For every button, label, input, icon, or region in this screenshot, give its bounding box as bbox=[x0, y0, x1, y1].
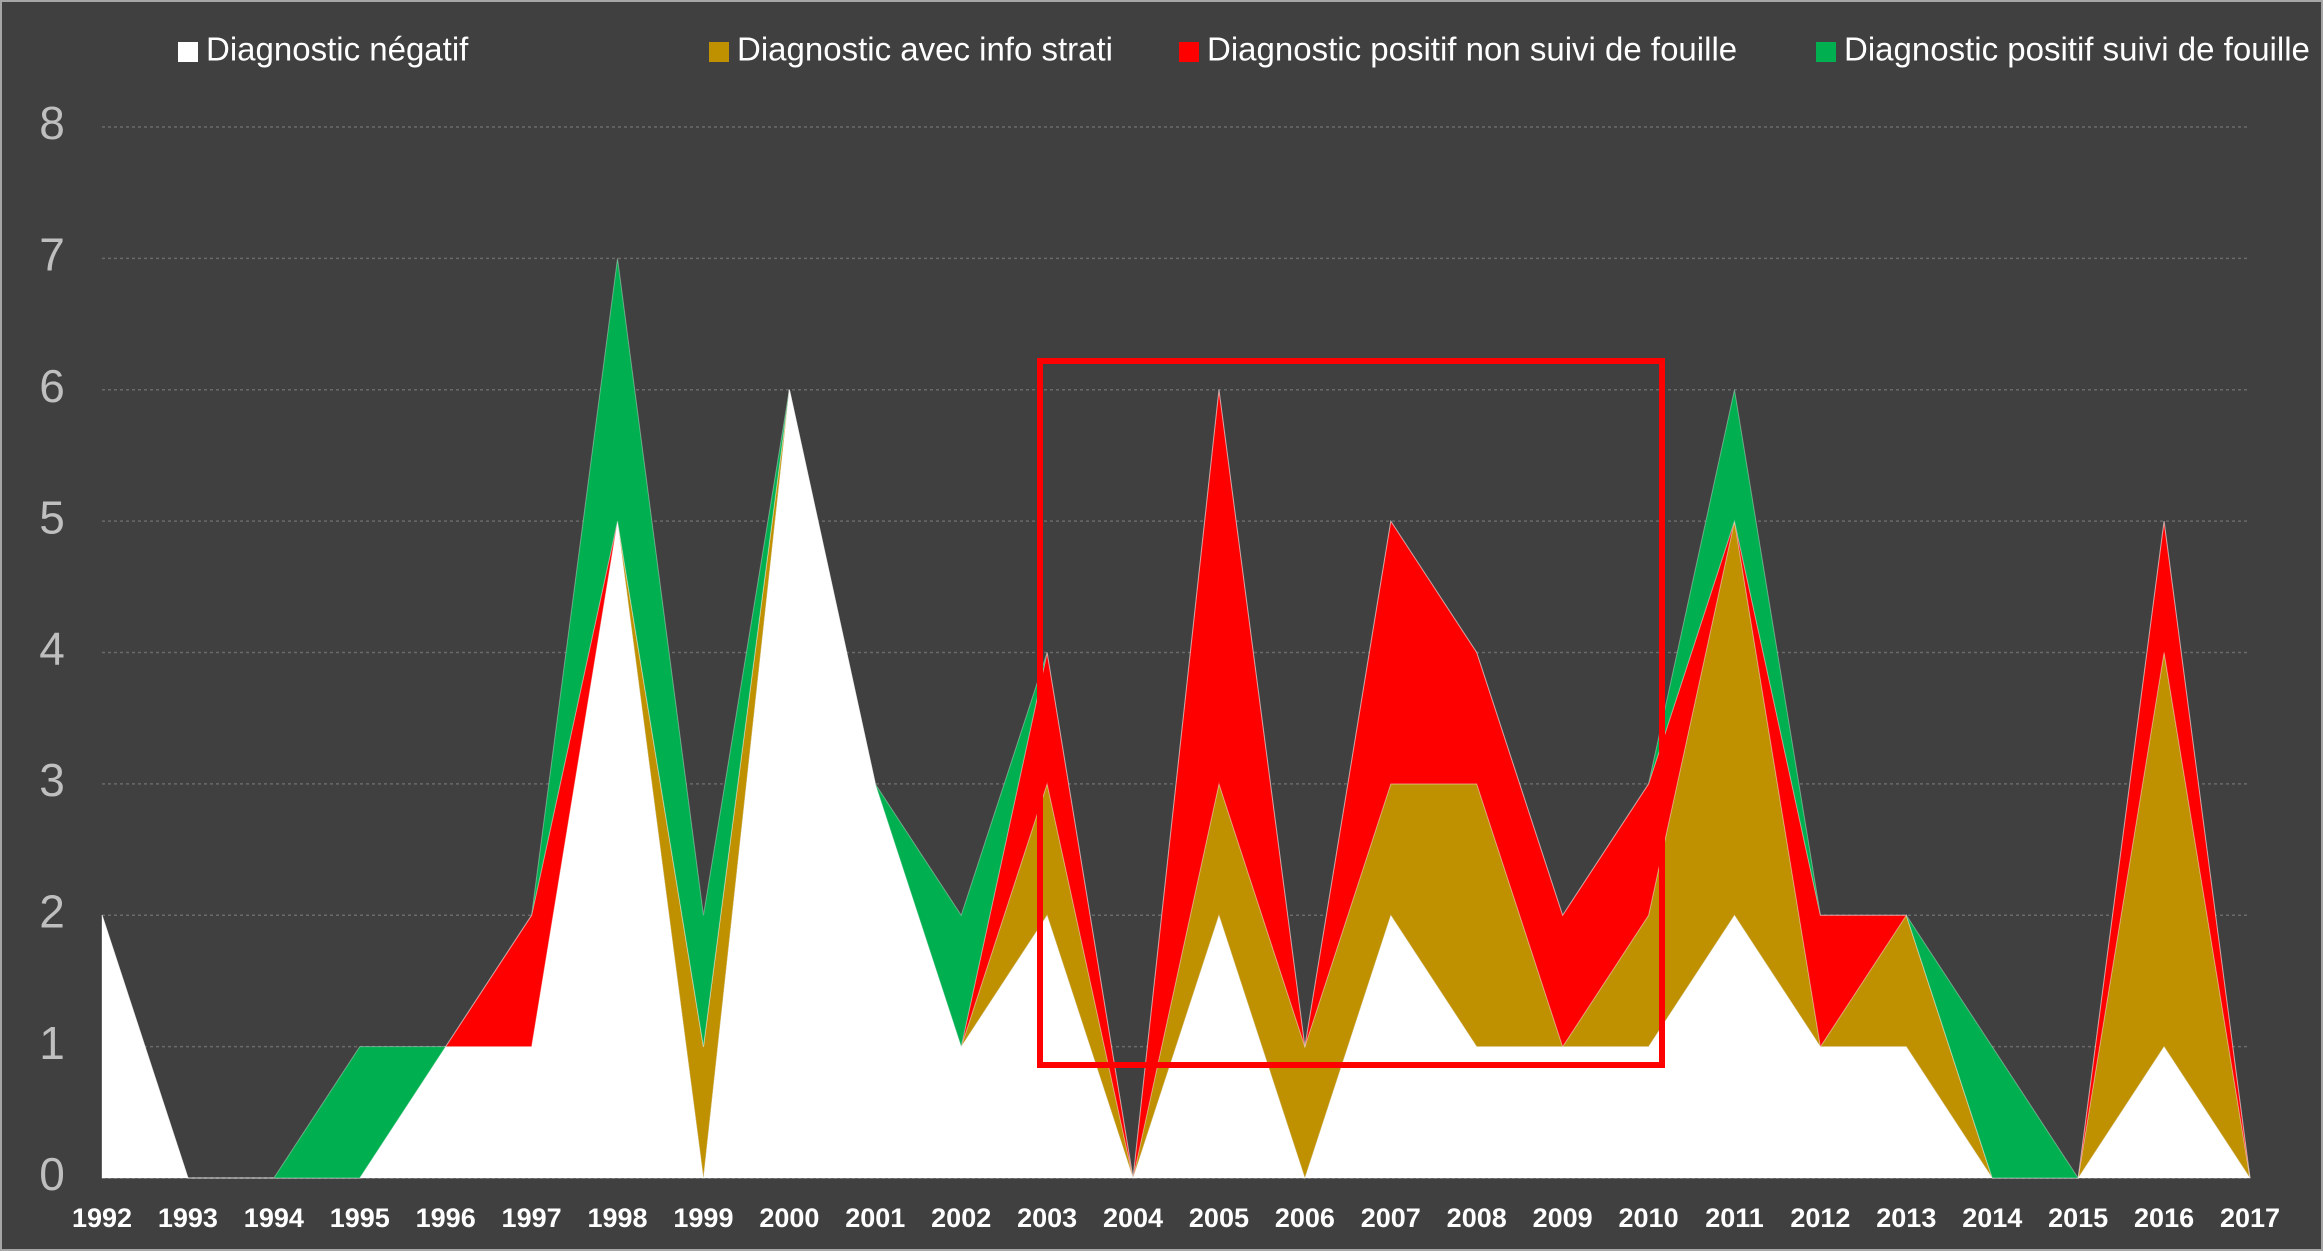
x-tick-label: 2012 bbox=[1790, 1203, 1850, 1233]
area bbox=[101, 389, 2251, 1180]
y-tick-label: 5 bbox=[39, 491, 65, 543]
x-tick-label: 2004 bbox=[1103, 1203, 1163, 1233]
y-tick-label: 1 bbox=[39, 1017, 65, 1069]
x-tick-label: 1994 bbox=[244, 1203, 304, 1233]
y-tick-label: 4 bbox=[39, 623, 65, 675]
x-tick-label: 2006 bbox=[1275, 1203, 1335, 1233]
x-tick-label: 2016 bbox=[2134, 1203, 2194, 1233]
x-tick-label: 1992 bbox=[72, 1203, 132, 1233]
x-tick-label: 2017 bbox=[2220, 1203, 2280, 1233]
legend-label: Diagnostic négatif bbox=[206, 31, 469, 68]
legend-label: Diagnostic avec info strati bbox=[737, 31, 1113, 68]
x-tick-label: 2011 bbox=[1705, 1203, 1764, 1233]
x-tick-label: 1993 bbox=[158, 1203, 218, 1233]
x-tick-label: 2005 bbox=[1189, 1203, 1249, 1233]
legend-swatch bbox=[178, 42, 198, 62]
x-tick-label: 1999 bbox=[673, 1203, 733, 1233]
x-tick-label: 2009 bbox=[1533, 1203, 1593, 1233]
y-tick-label: 2 bbox=[39, 885, 65, 937]
legend-label: Diagnostic positif non suivi de fouille bbox=[1207, 31, 1737, 68]
x-tick-label: 2013 bbox=[1876, 1203, 1936, 1233]
y-tick-label: 0 bbox=[39, 1148, 65, 1200]
y-tick-label: 8 bbox=[39, 97, 65, 149]
y-tick-label: 3 bbox=[39, 754, 65, 806]
highlight-box bbox=[1037, 358, 1665, 1068]
x-tick-label: 2003 bbox=[1017, 1203, 1077, 1233]
x-tick-label: 2015 bbox=[2048, 1203, 2108, 1233]
plot-area: 0 1 2 3 4 5 6 7 8 1992 1993 1994 1995 1996 1997 1998 199… bbox=[39, 97, 2280, 1233]
y-tick-label: 6 bbox=[39, 360, 65, 412]
y-tick-label: 7 bbox=[39, 229, 65, 281]
legend: Diagnostic négatif Diagnostic avec info s… bbox=[178, 31, 2310, 68]
x-tick-label: 2000 bbox=[759, 1203, 819, 1233]
legend-swatch bbox=[1816, 42, 1836, 62]
legend-label: Diagnostic positif suivi de fouille bbox=[1844, 31, 2310, 68]
x-tick-label: 2008 bbox=[1447, 1203, 1507, 1233]
area bbox=[101, 258, 2251, 1180]
x-tick-label: 1998 bbox=[587, 1203, 647, 1233]
x-tick-label: 1997 bbox=[502, 1203, 562, 1233]
x-tick-label: 2002 bbox=[931, 1203, 991, 1233]
x-tick-label: 2001 bbox=[845, 1203, 905, 1233]
x-tick-label: 1996 bbox=[416, 1203, 476, 1233]
x-tick-label: 2014 bbox=[1962, 1203, 2022, 1233]
legend-swatch bbox=[709, 42, 729, 62]
x-tick-label: 2010 bbox=[1619, 1203, 1679, 1233]
x-tick-label: 2007 bbox=[1361, 1203, 1421, 1233]
legend-swatch bbox=[1179, 42, 1199, 62]
x-tick-label: 1995 bbox=[330, 1203, 390, 1233]
